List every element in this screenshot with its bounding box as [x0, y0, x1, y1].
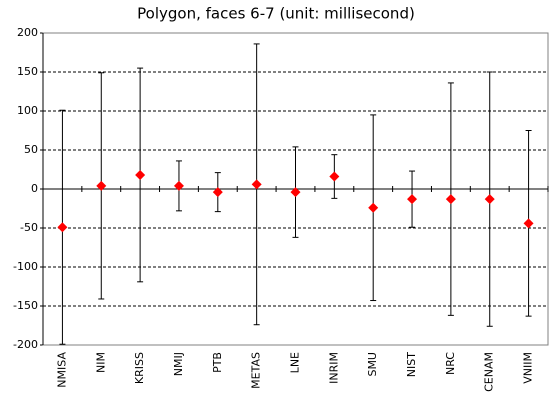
y-tick-label: 0 — [31, 182, 38, 195]
y-tick-label: -100 — [13, 260, 38, 273]
y-tick-label: 50 — [24, 143, 38, 156]
x-tick-label: NRC — [444, 352, 457, 375]
data-point — [523, 218, 534, 229]
data-point — [407, 194, 418, 205]
chart-title: Polygon, faces 6-7 (unit: millisecond) — [137, 5, 415, 23]
x-tick-label: NMIJ — [172, 352, 185, 376]
data-point — [445, 194, 456, 205]
x-tick-label: NMISA — [55, 352, 68, 388]
x-tick-label: METAS — [250, 352, 263, 389]
y-tick-label: -150 — [13, 299, 38, 312]
x-tick-label: NIM — [94, 352, 107, 373]
data-point — [212, 187, 223, 198]
x-tick-label: NIST — [405, 352, 418, 377]
x-tick-label: SMU — [366, 352, 379, 377]
y-tick-label: 200 — [17, 26, 38, 39]
x-tick-label: VNIIM — [522, 352, 535, 384]
data-point — [368, 202, 379, 213]
data-point — [173, 180, 184, 191]
data-point — [57, 222, 68, 233]
data-point — [96, 180, 107, 191]
y-tick-label: 100 — [17, 104, 38, 117]
data-point — [251, 179, 262, 190]
data-point — [484, 194, 495, 205]
x-tick-label: PTB — [211, 352, 224, 373]
x-tick-label: KRISS — [133, 352, 146, 384]
data-point — [329, 171, 340, 182]
data-point — [290, 187, 301, 198]
x-tick-label: LNE — [289, 352, 302, 373]
x-tick-label: CENAM — [483, 352, 496, 392]
y-tick-label: 150 — [17, 65, 38, 78]
y-tick-label: -50 — [20, 221, 38, 234]
y-tick-label: -200 — [13, 338, 38, 351]
data-point — [135, 169, 146, 180]
x-tick-label: INRIM — [327, 352, 340, 384]
